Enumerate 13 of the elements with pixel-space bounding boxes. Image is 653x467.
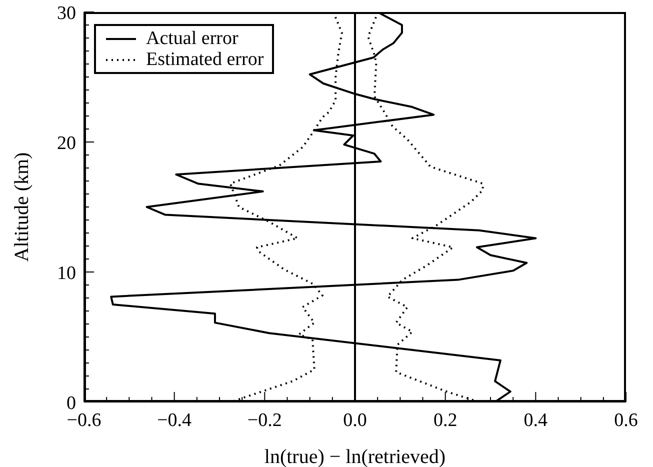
x-tick-label: 0.6 xyxy=(614,410,638,431)
legend-label: Estimated error xyxy=(146,49,264,70)
x-tick-label: 0.4 xyxy=(524,410,548,431)
x-tick-label: −0.2 xyxy=(247,410,282,431)
y-tick-label: 20 xyxy=(57,133,76,154)
x-tick-label: 0.2 xyxy=(433,410,458,431)
y-tick-label: 30 xyxy=(57,3,76,24)
legend-label: Actual error xyxy=(146,28,238,49)
y-axis-title: Altitude (km) xyxy=(11,152,33,262)
y-tick-label: 10 xyxy=(57,263,76,284)
x-tick-label: −0.4 xyxy=(157,410,192,431)
x-tick-label: 0.0 xyxy=(343,410,367,431)
x-axis-title: ln(true) − ln(retrieved) xyxy=(264,446,446,467)
